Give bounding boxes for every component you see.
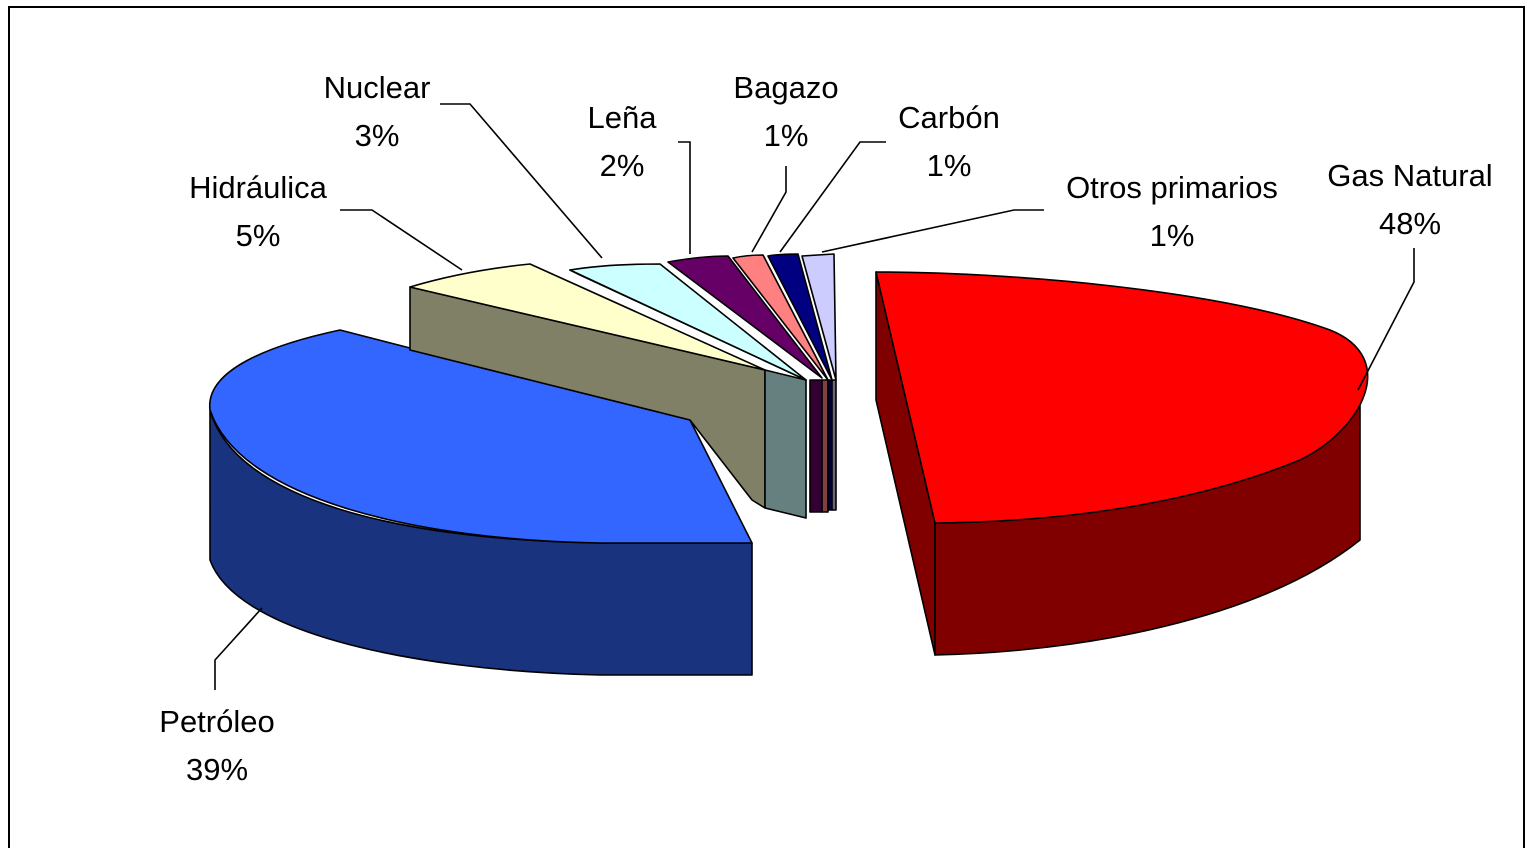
label-gas-natural-name: Gas Natural [1327, 158, 1492, 193]
slice-bagazo [732, 254, 829, 513]
label-bagazo-pct: 1% [764, 118, 809, 153]
leader-hidraulica [340, 209, 463, 271]
slice-hidraulica [409, 263, 766, 371]
slice-otros-primarios [801, 253, 837, 511]
slice-carbon [767, 253, 833, 511]
label-lena-pct: 2% [600, 148, 645, 183]
label-nuclear-name: Nuclear [324, 70, 431, 105]
slice-gas-natural [875, 271, 1369, 656]
label-petroleo-pct: 39% [186, 752, 248, 787]
label-nuclear-pct: 3% [355, 118, 400, 153]
leader-petroleo [214, 607, 263, 690]
label-carbon-pct: 1% [927, 148, 972, 183]
label-otros-primarios-pct: 1% [1150, 218, 1195, 253]
slice-nuclear [569, 263, 807, 519]
label-carbon-name: Carbón [898, 100, 1000, 135]
leader-bagazo [751, 166, 787, 253]
label-petroleo-name: Petróleo [159, 704, 274, 739]
label-hidraulica-pct: 5% [236, 218, 281, 253]
leader-lena [678, 141, 691, 254]
leader-otros-primarios [821, 209, 1044, 253]
label-hidraulica-name: Hidráulica [189, 170, 328, 205]
leader-carbon [779, 141, 886, 253]
label-bagazo-name: Bagazo [733, 70, 838, 105]
leader-gas-natural [1357, 248, 1415, 391]
label-otros-primarios-name: Otros primarios [1066, 170, 1278, 205]
slice-petroleo [209, 329, 753, 676]
slice-lena [667, 255, 823, 513]
label-gas-natural-pct: 48% [1379, 206, 1441, 241]
leader-nuclear [440, 103, 603, 259]
label-lena-name: Leña [588, 100, 658, 135]
